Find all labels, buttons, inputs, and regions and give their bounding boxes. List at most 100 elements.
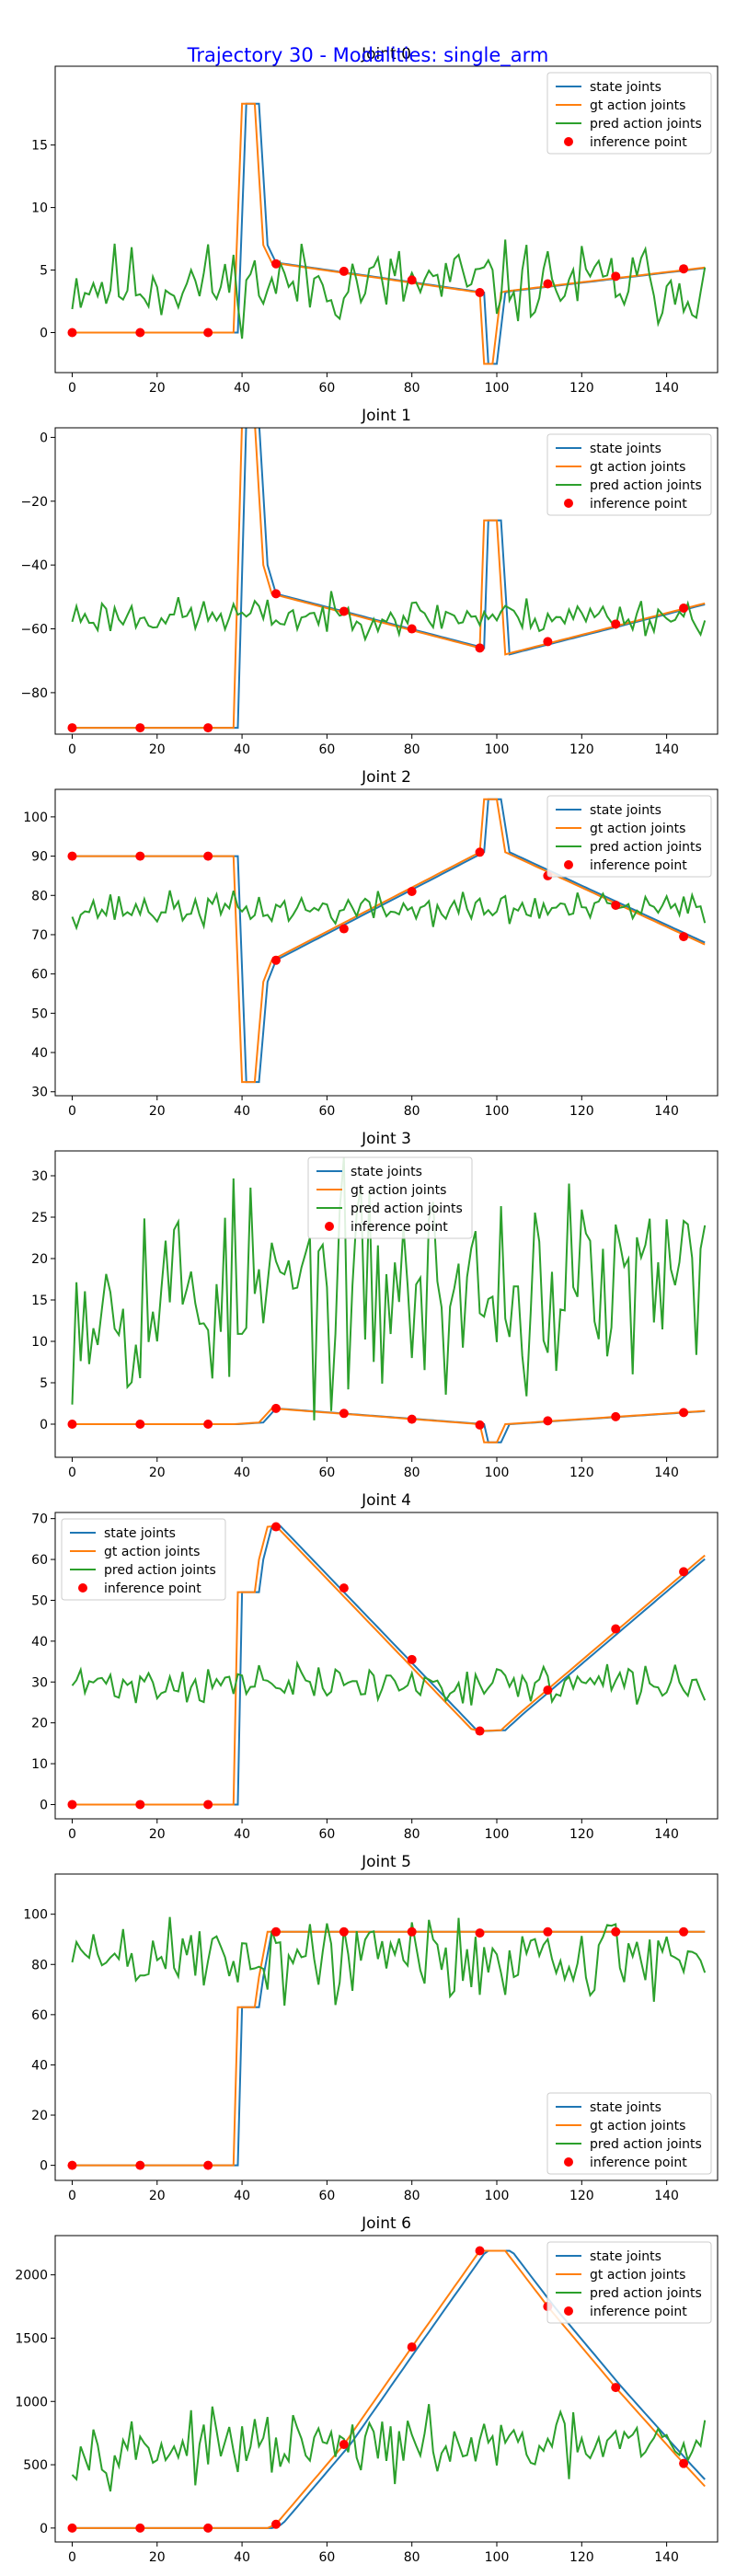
inference-point	[135, 851, 145, 861]
inference-point	[611, 271, 621, 282]
inference-point	[339, 1409, 349, 1419]
y-tick-label: 20	[31, 1252, 48, 1267]
y-tick-label: 10	[31, 1335, 48, 1350]
x-tick-label: 140	[654, 1466, 679, 1480]
axes-frame	[54, 2235, 719, 2543]
y-tick-label: −60	[20, 623, 48, 638]
inference-point	[475, 1420, 485, 1430]
x-tick-label: 140	[654, 381, 679, 396]
legend-label: gt action joints	[590, 460, 685, 475]
x-tick-label: 60	[318, 1104, 335, 1119]
x-tick-label: 40	[234, 2550, 250, 2565]
y-tick-label: 0	[40, 2159, 48, 2174]
y-tick-label: 0	[40, 327, 48, 341]
subplot-title: Joint 3	[361, 1130, 411, 1148]
x-tick-label: 120	[569, 2550, 594, 2565]
subplot-title: Joint 1	[361, 407, 411, 425]
inference-point	[203, 723, 213, 733]
inference-point	[407, 1926, 417, 1937]
subplot-title: Joint 4	[361, 1491, 411, 1510]
y-tick-label: 70	[31, 1512, 48, 1527]
y-tick-label: 10	[31, 1757, 48, 1772]
y-tick-label: 30	[31, 1086, 48, 1100]
subplot-joint-6: Joint 6 0 20 40 60 80 100 120 140 0 500 1000 1500 200…	[15, 2214, 719, 2565]
legend-label: gt action joints	[590, 822, 685, 836]
x-tick-label: 0	[68, 1466, 76, 1480]
y-tick-label: 2000	[15, 2269, 48, 2283]
x-tick-label: 20	[149, 1827, 166, 1842]
legend: state joints gt action joints pred action …	[61, 1518, 226, 1601]
pred-action-joints-line	[71, 239, 707, 339]
y-tick-label: 40	[31, 1046, 48, 1061]
inference-point	[679, 264, 689, 274]
axes-frame	[54, 1512, 719, 1820]
inference-point	[67, 2523, 77, 2533]
legend-label: state joints	[590, 2249, 661, 2264]
subplot-joint-2: Joint 2 0 20 40 60 80 100 120 140 30 40 50 60 70 80 90 1…	[23, 768, 719, 1119]
subplot-title: Joint 2	[361, 768, 411, 787]
inference-point	[135, 1800, 145, 1810]
y-tick-label: 100	[23, 1908, 48, 1923]
x-tick-label: 120	[569, 1466, 594, 1480]
inference-point	[407, 624, 417, 634]
subplot-joint-0: Joint 0 0 20 40 60 80 100 120 140 0 5 10 15 state joi…	[31, 45, 719, 396]
inference-point	[203, 2160, 213, 2170]
inference-point	[611, 2383, 621, 2393]
subplot-joint-3: Joint 3 0 20 40 60 80 100 120 140 0 5 10 15 20 25 30 sta…	[31, 1130, 719, 1480]
y-tick-label: −40	[20, 558, 48, 573]
inference-point	[543, 279, 553, 289]
inference-point	[611, 1411, 621, 1421]
y-tick-label: 60	[31, 1553, 48, 1568]
inference-point	[203, 1420, 213, 1429]
x-tick-label: 100	[485, 381, 510, 396]
x-tick-label: 80	[404, 1466, 420, 1480]
x-tick-label: 20	[149, 2550, 166, 2565]
inference-point	[339, 266, 349, 276]
x-tick-label: 0	[68, 2189, 76, 2203]
legend-label: inference point	[104, 1581, 201, 1596]
inference-point	[135, 1420, 145, 1429]
y-tick-label: 0	[40, 431, 48, 445]
inference-point	[67, 328, 77, 338]
inference-point	[271, 259, 281, 269]
subplot-title: Joint 5	[361, 1853, 411, 1871]
y-tick-label: 1000	[15, 2395, 48, 2409]
axes-frame	[54, 1873, 719, 2181]
subplot-title: Joint 0	[361, 45, 411, 63]
legend-swatch-marker	[564, 2306, 573, 2316]
axes-frame	[54, 1150, 719, 1458]
x-tick-label: 0	[68, 1827, 76, 1842]
inference-point	[339, 606, 349, 616]
inference-point	[135, 328, 145, 338]
x-tick-label: 100	[485, 2189, 510, 2203]
pred-action-joints-line	[71, 1156, 707, 1420]
x-tick-label: 140	[654, 1827, 679, 1842]
inference-point	[203, 851, 213, 861]
x-tick-label: 40	[234, 2189, 250, 2203]
inference-point	[475, 288, 485, 298]
legend-label: state joints	[590, 80, 661, 95]
x-tick-label: 40	[234, 381, 250, 396]
x-tick-label: 80	[404, 2550, 420, 2565]
legend-label: pred action joints	[590, 2286, 702, 2301]
inference-point	[611, 900, 621, 910]
gt-action-joints-line	[72, 798, 706, 1084]
x-tick-label: 140	[654, 1104, 679, 1119]
x-tick-label: 100	[485, 2550, 510, 2565]
inference-point	[135, 2523, 145, 2533]
plot-area	[67, 798, 707, 1084]
legend-label: gt action joints	[351, 1183, 446, 1198]
y-tick-label: 40	[31, 2058, 48, 2073]
x-tick-label: 0	[68, 2550, 76, 2565]
y-tick-label: 15	[31, 1294, 48, 1308]
y-tick-label: 10	[31, 201, 48, 216]
inference-point	[407, 275, 417, 285]
x-tick-label: 40	[234, 1827, 250, 1842]
x-tick-label: 0	[68, 742, 76, 757]
legend-box	[546, 795, 712, 878]
x-tick-label: 20	[149, 2189, 166, 2203]
legend-box	[546, 72, 712, 155]
y-tick-label: 60	[31, 968, 48, 983]
y-tick-label: 40	[31, 1635, 48, 1650]
